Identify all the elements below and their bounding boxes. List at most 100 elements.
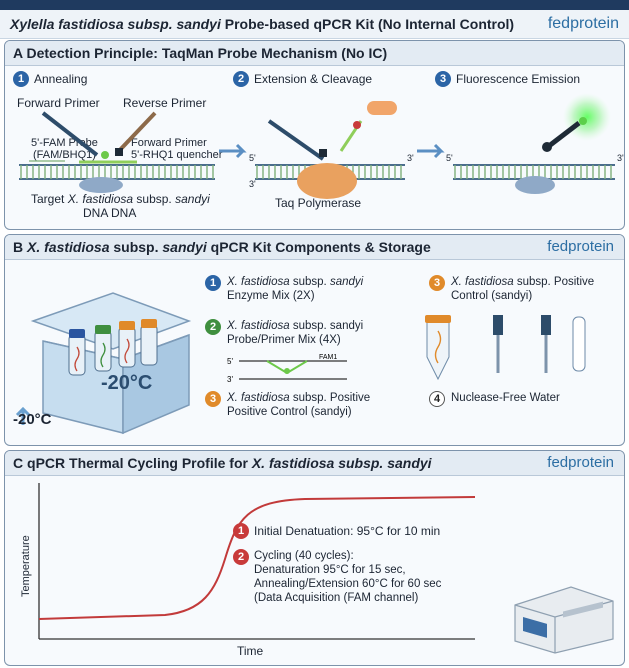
quencher-label: 5'-RHQ1 quencher bbox=[131, 149, 223, 161]
component-nuclease-free-water: 4 Nuclease-Free Water bbox=[429, 391, 560, 407]
fam-dot-3 bbox=[579, 117, 587, 125]
tube-green bbox=[94, 330, 112, 372]
tube-blue bbox=[68, 334, 86, 376]
section-c-title-text: qPCR Thermal Cycling Profile for bbox=[27, 455, 252, 471]
step-3-number: 3 bbox=[435, 71, 451, 87]
section-b-subsp: sandyi bbox=[162, 239, 207, 255]
section-c-organism: X. fastidiosa subsp. sandyi bbox=[251, 455, 432, 471]
probe-label-2: (FAM/BHQ1) bbox=[33, 149, 96, 161]
taq-polymerase-label: Taq Polymerase bbox=[275, 196, 362, 210]
temperature-arrow-icon bbox=[15, 406, 31, 425]
component-positive-control-right: 3 X. fastidiosa subsp. Positive Control (… bbox=[429, 275, 594, 303]
freezer-box-illustration bbox=[15, 292, 192, 435]
forward-primer-strand bbox=[41, 111, 99, 157]
section-a-panel: A Detection Principle: TaqMan Probe Mech… bbox=[4, 40, 625, 230]
target-species: X. fastidiosa bbox=[67, 192, 134, 206]
target-blob-3 bbox=[515, 176, 555, 194]
section-b-rest: qPCR Kit Components & Storage bbox=[206, 239, 431, 255]
quencher-square-2 bbox=[319, 149, 327, 157]
arrow-2 bbox=[417, 143, 445, 159]
component-1-species: X. fastidiosa bbox=[227, 276, 290, 288]
component-3-number: 3 bbox=[205, 391, 221, 407]
forward-primer-label-2: Forward Primer bbox=[131, 137, 207, 149]
component-1-name: Enzyme Mix (2X) bbox=[227, 290, 315, 302]
cycling-step-2-line-4: (Data Acquisition (FAM channel) bbox=[254, 592, 419, 604]
positive-control-tube bbox=[426, 318, 450, 381]
step-2-label: Extension & Cleavage bbox=[254, 72, 373, 86]
released-fragment bbox=[367, 101, 397, 115]
probe-label-1: 5'-FAM Probe bbox=[31, 137, 98, 149]
three-prime-2b: 3' bbox=[249, 179, 256, 189]
cycling-step-2-number: 2 bbox=[233, 549, 249, 565]
quencher-square-1 bbox=[115, 148, 123, 156]
target-subsp: sandyi bbox=[175, 192, 210, 206]
section-c-header: C qPCR Thermal Cycling Profile for X. fa… bbox=[5, 451, 624, 476]
mechanism-illustration: 5' 3' 3' 5' 3' bbox=[19, 93, 624, 199]
reverse-primer-label: Reverse Primer bbox=[123, 96, 207, 110]
page-title: Xylella fastidiosa subsp. sandyi Probe-b… bbox=[10, 16, 514, 32]
component-3-species: X. fastidiosa bbox=[227, 392, 290, 404]
dye-end bbox=[542, 142, 552, 152]
section-a-title-text: Detection Principle: TaqMan Probe Mechan… bbox=[26, 45, 388, 61]
section-b-species: X. fastidiosa bbox=[27, 239, 110, 255]
section-c-title: C qPCR Thermal Cycling Profile for X. fa… bbox=[13, 455, 432, 471]
pipette-2-icon bbox=[541, 315, 551, 335]
cycling-step-1: 1 Initial Denatuation: 95°C for 10 min bbox=[233, 523, 440, 539]
step-annealing: 1 Annealing bbox=[13, 71, 87, 87]
five-prime-3: 5' bbox=[446, 153, 453, 163]
section-a-header: A Detection Principle: TaqMan Probe Mech… bbox=[5, 41, 624, 66]
title-organism: Xylella fastidiosa subsp. sandyi bbox=[10, 16, 221, 32]
step-1-label: Annealing bbox=[34, 72, 88, 86]
section-a-letter: A bbox=[13, 45, 23, 61]
cleaved-fam bbox=[353, 121, 361, 129]
mini-three-prime: 3' bbox=[227, 375, 233, 384]
section-b-title: B X. fastidiosa subsp. sandyi qPCR Kit C… bbox=[13, 239, 431, 255]
component-1-number: 1 bbox=[205, 275, 221, 291]
component-positive-control-left: 3 X. fastidiosa subsp. Positive Positive … bbox=[205, 391, 370, 419]
component-3b-name: Control (sandyi) bbox=[451, 290, 533, 302]
target-dna-label-2: DNA DNA bbox=[83, 206, 137, 220]
step-extension: 2 Extension & Cleavage bbox=[233, 71, 372, 87]
component-probe-primer-mix: 2 X. fastidiosa subsp. sandyi Probe/Prime… bbox=[205, 319, 363, 347]
component-4-name: Nuclease-Free Water bbox=[451, 392, 560, 404]
step-3-label: Fluorescence Emission bbox=[456, 72, 581, 86]
temperature-curve bbox=[38, 496, 476, 620]
component-2-number: 2 bbox=[205, 319, 221, 335]
target-prefix: Target bbox=[31, 192, 68, 206]
target-blob-1 bbox=[79, 177, 123, 193]
probe-mini-diagram: 5' 3' FAM1 bbox=[227, 354, 347, 384]
component-4-number: 4 bbox=[429, 391, 445, 407]
component-enzyme-mix: 1 X. fastidiosa subsp. sandyi Enzyme Mix … bbox=[205, 275, 363, 303]
section-c-panel: C qPCR Thermal Cycling Profile for X. fa… bbox=[4, 450, 625, 666]
section-b-panel: B X. fastidiosa subsp. sandyi qPCR Kit C… bbox=[4, 234, 625, 446]
cycling-step-2-line-1: Cycling (40 cycles): bbox=[254, 550, 354, 562]
water-tube bbox=[572, 316, 586, 372]
tube-orange-2 bbox=[140, 324, 158, 366]
section-b-mid: subsp. bbox=[109, 239, 163, 255]
tube-orange bbox=[118, 326, 136, 368]
component-3-mid: subsp. Positive bbox=[289, 392, 371, 404]
storage-temperature: -20°C bbox=[13, 411, 52, 428]
five-prime-2: 5' bbox=[249, 153, 256, 163]
box-temperature: -20°C bbox=[101, 372, 153, 394]
component-3b-mid: subsp. Positive bbox=[513, 276, 595, 288]
fluorescence-glow bbox=[563, 93, 611, 141]
taq-polymerase bbox=[297, 163, 357, 199]
target-mid: subsp. bbox=[133, 192, 176, 206]
step-fluorescence: 3 Fluorescence Emission bbox=[435, 71, 580, 87]
section-c-letter: C bbox=[13, 455, 24, 471]
section-a-title: A Detection Principle: TaqMan Probe Mech… bbox=[13, 45, 387, 61]
component-1-subsp: sandyi bbox=[329, 276, 364, 288]
cycling-step-1-number: 1 bbox=[233, 523, 249, 539]
y-axis-label: Temperature bbox=[20, 535, 32, 597]
step-1-number: 1 bbox=[13, 71, 29, 87]
component-2-name: Probe/Primer Mix (4X) bbox=[227, 334, 341, 346]
forward-primer-label: Forward Primer bbox=[17, 96, 100, 110]
top-bar bbox=[0, 0, 629, 10]
component-2-mid: subsp. sandyi bbox=[289, 320, 364, 332]
title-bar: Xylella fastidiosa subsp. sandyi Probe-b… bbox=[0, 10, 629, 39]
section-b-brand: fedprotein bbox=[547, 238, 614, 255]
pipette-1-icon bbox=[493, 315, 503, 335]
x-axis-label: Time bbox=[237, 644, 264, 658]
component-2-species: X. fastidiosa bbox=[227, 320, 290, 332]
